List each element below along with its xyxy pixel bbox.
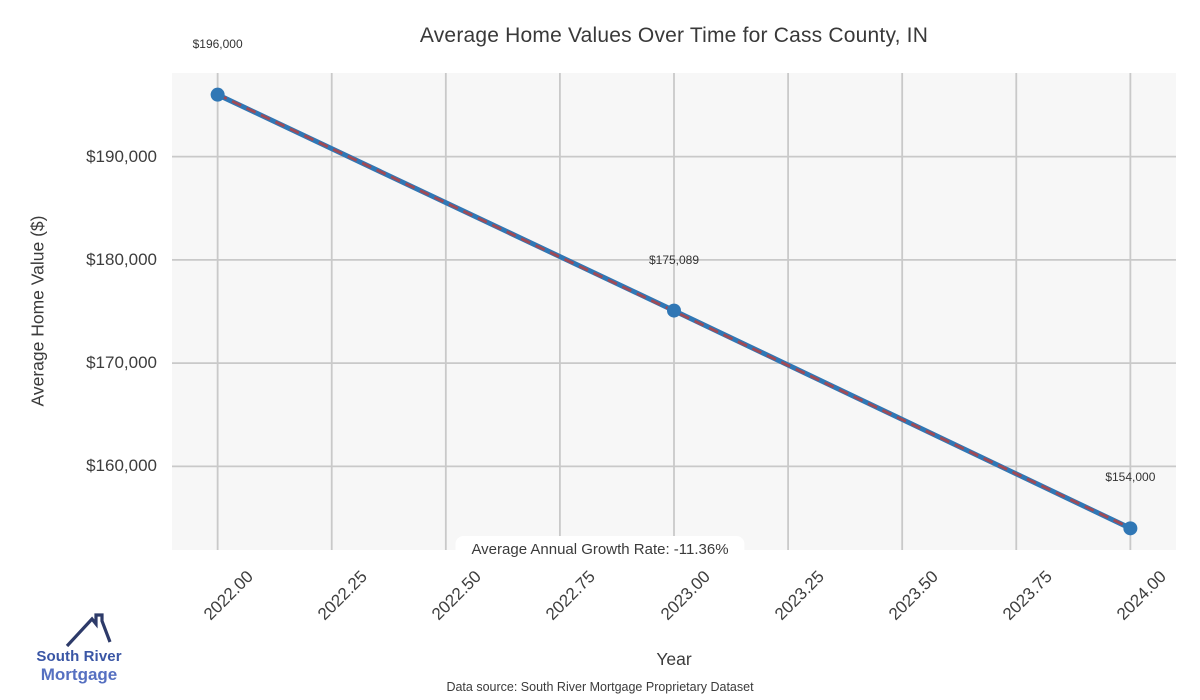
logo-text-line1: South River [36, 648, 122, 665]
logo-text-line2: Mortgage [40, 665, 118, 684]
x-tick-label: 2023.25 [770, 567, 828, 624]
data-point-value-label: $196,000 [192, 36, 243, 51]
y-axis-title: Average Home Value ($) [27, 215, 48, 407]
brand-logo: South River Mortgage [20, 608, 140, 693]
house-roof-icon [65, 613, 112, 648]
chart-title: Average Home Values Over Time for Cass C… [419, 24, 929, 47]
data-point-value-label: $154,000 [1105, 470, 1156, 485]
x-tick-label: 2022.75 [542, 567, 600, 624]
plot-area [172, 73, 1176, 550]
x-tick-label: 2022.25 [314, 567, 372, 624]
x-tick-label: 2024.00 [1112, 567, 1170, 624]
data-source-caption: Data source: South River Mortgage Propri… [446, 680, 754, 694]
x-tick-label: 2022.00 [200, 567, 258, 624]
growth-rate-annotation: Average Annual Growth Rate: -11.36% [455, 536, 745, 564]
x-tick-label: 2023.75 [998, 567, 1056, 624]
x-tick-label: 2023.00 [656, 567, 714, 624]
y-tick-label: $160,000 [86, 456, 157, 476]
x-tick-label: 2022.50 [428, 567, 486, 624]
y-tick-label: $170,000 [86, 353, 157, 373]
y-tick-label: $190,000 [86, 146, 157, 166]
x-tick-label: 2023.50 [884, 567, 942, 624]
y-tick-label: $180,000 [86, 249, 157, 269]
data-point-value-label: $175,089 [648, 252, 700, 267]
x-axis-title: Year [656, 649, 692, 669]
